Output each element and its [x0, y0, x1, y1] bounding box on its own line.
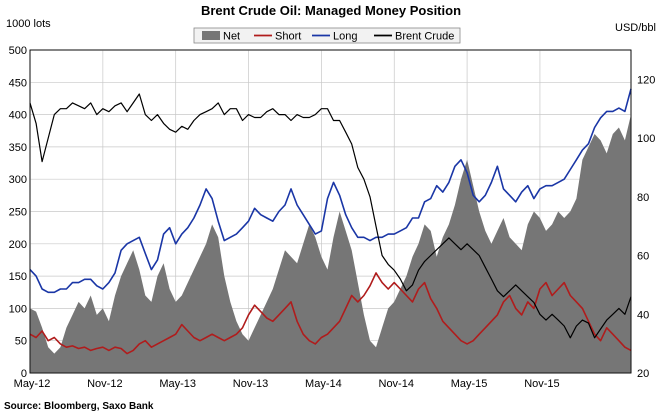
legend: Net Short Long Brent Crude: [193, 27, 461, 44]
x-tick-label: May-12: [14, 378, 51, 390]
series-long-line: [29, 88, 632, 294]
series-net-area: [30, 114, 631, 373]
series-brent-crude-line: [29, 93, 632, 339]
series-layer: [29, 88, 632, 373]
x-tick-label: Nov-14: [379, 378, 414, 390]
legend-item-long: Long: [312, 31, 357, 43]
x-tick-label: May-14: [305, 378, 342, 390]
y-left-tick-label: 300: [9, 174, 27, 186]
y-right-tick-label: 40: [637, 309, 649, 321]
chart-title: Brent Crude Oil: Managed Money Position: [201, 3, 461, 18]
plot-border: [29, 49, 632, 374]
y-left-tick-label: 400: [9, 110, 27, 122]
y-right-unit: USD/bbl: [615, 22, 656, 34]
y-left-tick-label: 350: [9, 142, 27, 154]
legend-label: Short: [275, 31, 301, 43]
x-tick-label: Nov-15: [524, 378, 559, 390]
y-left-tick-label: 200: [9, 239, 27, 251]
legend-label: Brent Crude: [395, 31, 454, 43]
y-left-tick-label: 500: [9, 45, 27, 57]
y-left-tick-label: 100: [9, 303, 27, 315]
y-right-tick-label: 100: [637, 133, 655, 145]
legend-label: Long: [333, 31, 357, 43]
y-right-tick-label: 120: [637, 74, 655, 86]
y-right-tick-label: 20: [637, 368, 649, 380]
y-right-tick-label: 60: [637, 251, 649, 263]
y-left-tick-label: 250: [9, 207, 27, 219]
legend-item-net: Net: [202, 31, 240, 43]
y-left-tick-label: 0: [21, 368, 27, 380]
source-note: Source: Bloomberg, Saxo Bank: [4, 401, 154, 412]
x-tick-label: May-15: [451, 378, 488, 390]
series-short-line: [29, 272, 632, 355]
x-tick-label: May-13: [159, 378, 196, 390]
legend-item-brent-crude: Brent Crude: [374, 31, 454, 43]
y-left-tick-label: 50: [15, 336, 27, 348]
y-left-unit: 1000 lots: [6, 18, 51, 30]
x-tick-label: Nov-12: [87, 378, 122, 390]
axis-labels: 0 50 100 150 200 250 300 350 400 450 500 20 40 60 80 10…: [9, 45, 656, 390]
legend-item-short: Short: [254, 31, 301, 43]
legend-label: Net: [223, 31, 240, 43]
y-left-tick-label: 150: [9, 271, 27, 283]
legend-swatch: [202, 31, 220, 40]
x-tick-label: Nov-13: [233, 378, 268, 390]
y-right-tick-label: 80: [637, 192, 649, 204]
y-left-tick-label: 450: [9, 77, 27, 89]
